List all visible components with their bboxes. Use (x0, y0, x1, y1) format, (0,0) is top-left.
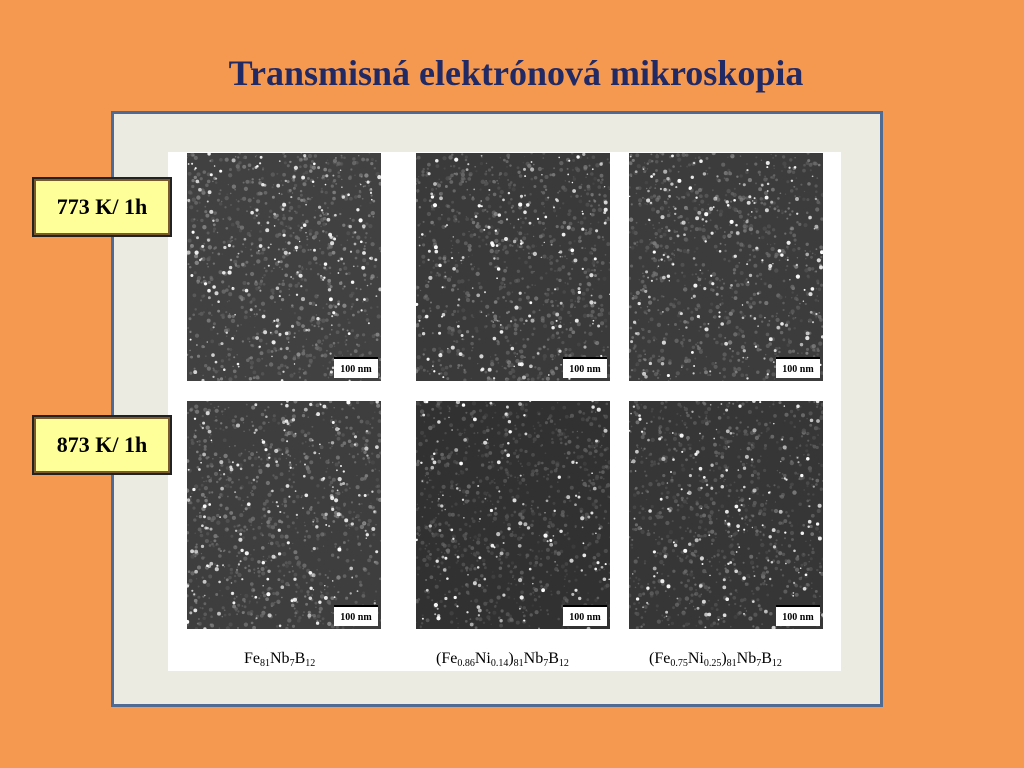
caption-text: (Fe (649, 650, 671, 667)
caption-text: (Fe (436, 650, 458, 667)
caption-sub: 12 (558, 658, 569, 669)
caption-sub: 12 (771, 658, 782, 669)
micrograph-r1-c1: 100 nm (187, 153, 381, 381)
scale-bar: 100 nm (334, 605, 378, 626)
caption-text: Ni (474, 650, 491, 667)
caption-sub: 7 (543, 658, 549, 669)
slide-title: Transmisná elektrónová mikroskopia (228, 53, 804, 93)
caption-col-3: (Fe0.75Ni0.25)81Nb7B12 (649, 650, 782, 669)
caption-sub: 12 (305, 658, 316, 669)
micrograph-r2-c3: 100 nm (629, 401, 823, 629)
caption-sub: 81 (513, 658, 524, 669)
micrograph-r2-c1: 100 nm (187, 401, 381, 629)
caption-col-1: Fe81Nb7B12 (244, 650, 315, 669)
caption-sub: 0.86 (457, 658, 475, 669)
caption-text: ) (508, 650, 514, 667)
row-label-773k: 773 K/ 1h (32, 177, 172, 237)
scale-bar: 100 nm (563, 605, 607, 626)
micrograph-texture (416, 153, 610, 381)
micrograph-texture (416, 401, 610, 629)
caption-text: Nb (523, 650, 544, 667)
micrograph-r1-c3: 100 nm (629, 153, 823, 381)
caption-text: ) (721, 650, 727, 667)
micrograph-r1-c2: 100 nm (416, 153, 610, 381)
row-label-873k: 873 K/ 1h (32, 415, 172, 475)
scale-bar: 100 nm (776, 357, 820, 378)
scale-bar: 100 nm (334, 357, 378, 378)
caption-text: Fe (244, 650, 260, 667)
caption-sub: 81 (260, 658, 270, 669)
caption-sub: 0.14 (490, 658, 509, 669)
caption-sub: 0.25 (703, 658, 722, 669)
caption-text: B (761, 650, 772, 667)
caption-sub: 0.75 (670, 658, 688, 669)
scale-bar: 100 nm (776, 605, 820, 626)
micrograph-texture (629, 401, 823, 629)
micrograph-texture (187, 401, 381, 629)
micrograph-r2-c2: 100 nm (416, 401, 610, 629)
caption-sub: 7 (756, 658, 762, 669)
caption-sub: 81 (726, 658, 737, 669)
micrograph-texture (629, 153, 823, 381)
micrograph-texture (187, 153, 381, 381)
caption-text: Nb (270, 650, 290, 667)
scale-bar: 100 nm (563, 357, 607, 378)
caption-text: B (294, 650, 306, 667)
caption-text: Nb (736, 650, 757, 667)
caption-text: B (548, 650, 559, 667)
caption-sub: 7 (289, 658, 295, 669)
caption-text: Ni (687, 650, 704, 667)
caption-col-2: (Fe0.86Ni0.14)81Nb7B12 (436, 650, 569, 669)
